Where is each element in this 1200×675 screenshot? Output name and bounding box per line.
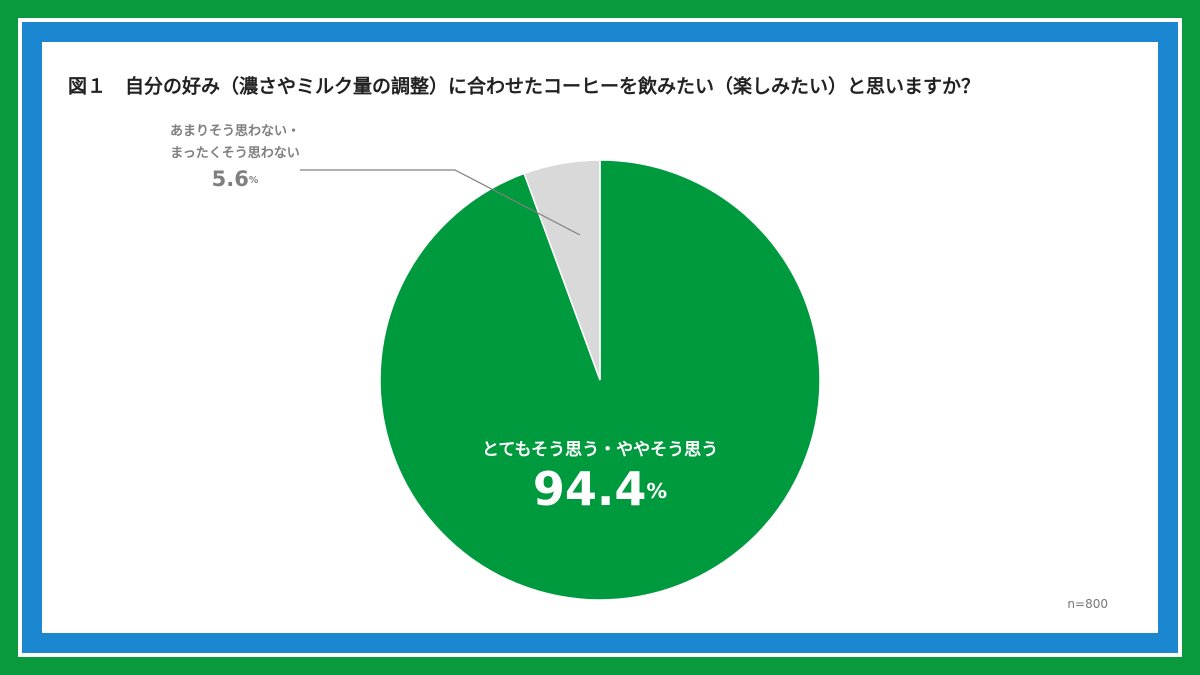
value-label: 5.6% [212,167,259,191]
value-label: 94.4% [533,462,668,516]
value-unit: % [646,479,667,503]
leader-line [300,169,581,236]
pie-slice [523,159,601,381]
slice-label: あまりそう思わない・ まったくそう思わない [169,124,300,161]
value-number: 94.4 [533,462,647,516]
slice-label: とてもそう思う・ややそう思う [481,440,719,460]
note: n=800 [1067,597,1108,611]
value-number: 5.6 [212,167,249,191]
value-unit: % [249,175,259,186]
chart-title: 図１ 自分の好み（濃さやミルク量の調整）に合わせたコーヒーを飲みたい（楽しみたい… [68,75,980,98]
